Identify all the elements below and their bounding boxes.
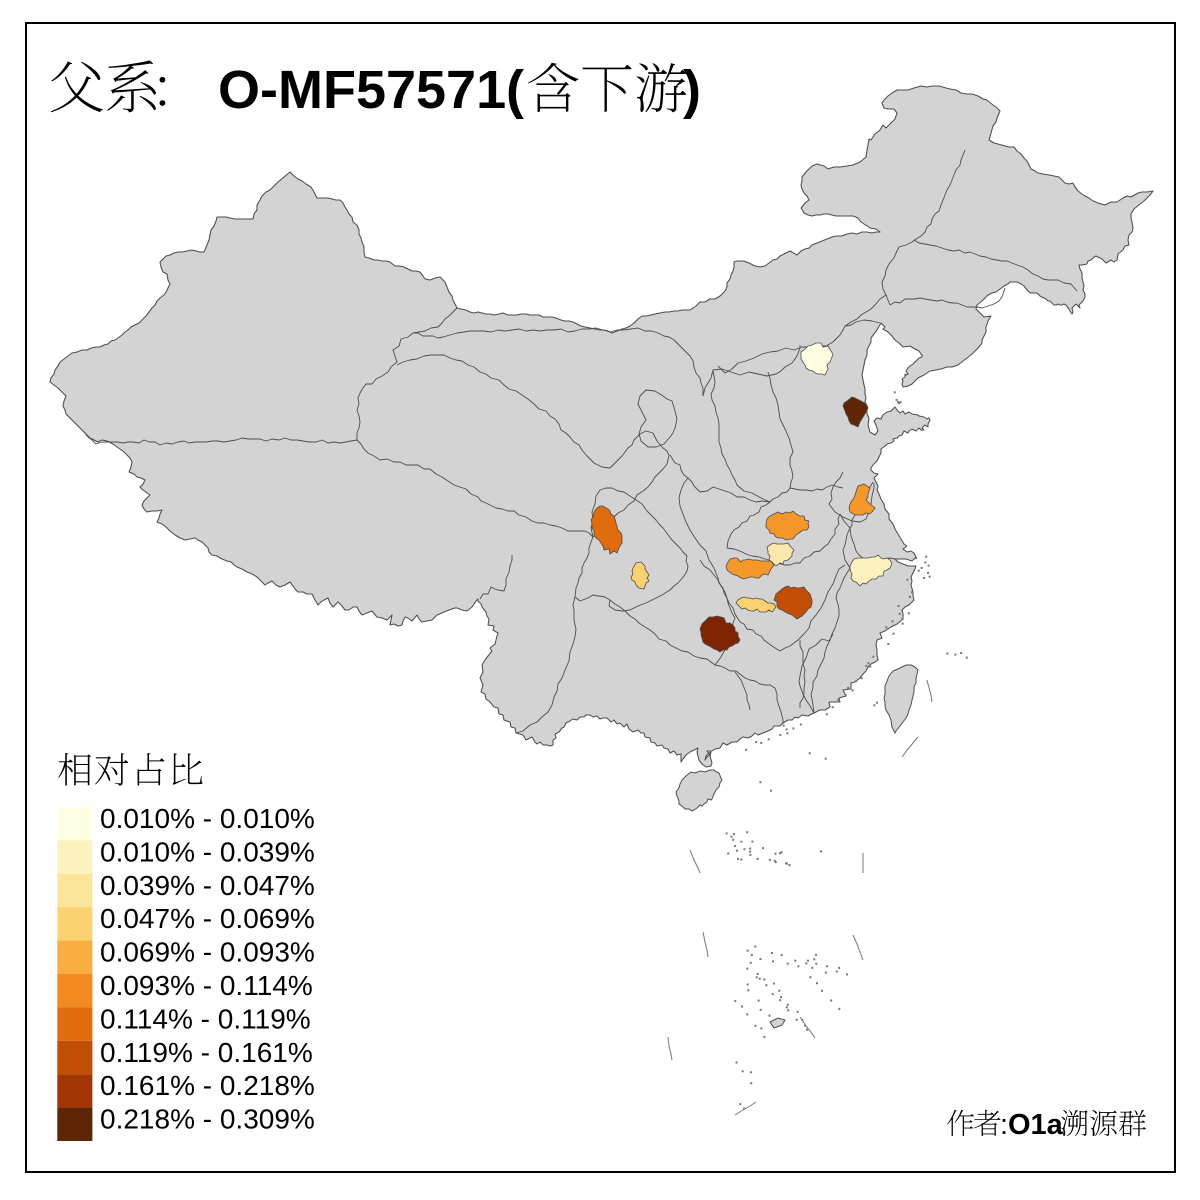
svg-text:0.114% - 0.119%: 0.114% - 0.119% bbox=[100, 1003, 311, 1034]
svg-text:0.218% - 0.309%: 0.218% - 0.309% bbox=[100, 1104, 315, 1135]
svg-text:0.161% - 0.218%: 0.161% - 0.218% bbox=[100, 1070, 315, 1101]
svg-text:0.047% - 0.069%: 0.047% - 0.069% bbox=[100, 903, 315, 934]
svg-text:0.010% - 0.039%: 0.010% - 0.039% bbox=[100, 836, 315, 867]
svg-text:O1a: O1a bbox=[1008, 1109, 1064, 1141]
svg-text:0.010% - 0.010%: 0.010% - 0.010% bbox=[100, 803, 315, 834]
svg-text:(: ( bbox=[506, 60, 524, 120]
svg-text:0.119% - 0.161%: 0.119% - 0.161% bbox=[100, 1037, 313, 1068]
svg-text::: : bbox=[1000, 1109, 1008, 1141]
svg-text:0.069% - 0.093%: 0.069% - 0.093% bbox=[100, 937, 315, 968]
svg-text:O-MF57571: O-MF57571 bbox=[218, 60, 506, 120]
svg-text:): ) bbox=[683, 60, 701, 120]
svg-text:0.039% - 0.047%: 0.039% - 0.047% bbox=[100, 870, 315, 901]
svg-text:0.093% - 0.114%: 0.093% - 0.114% bbox=[100, 970, 313, 1001]
